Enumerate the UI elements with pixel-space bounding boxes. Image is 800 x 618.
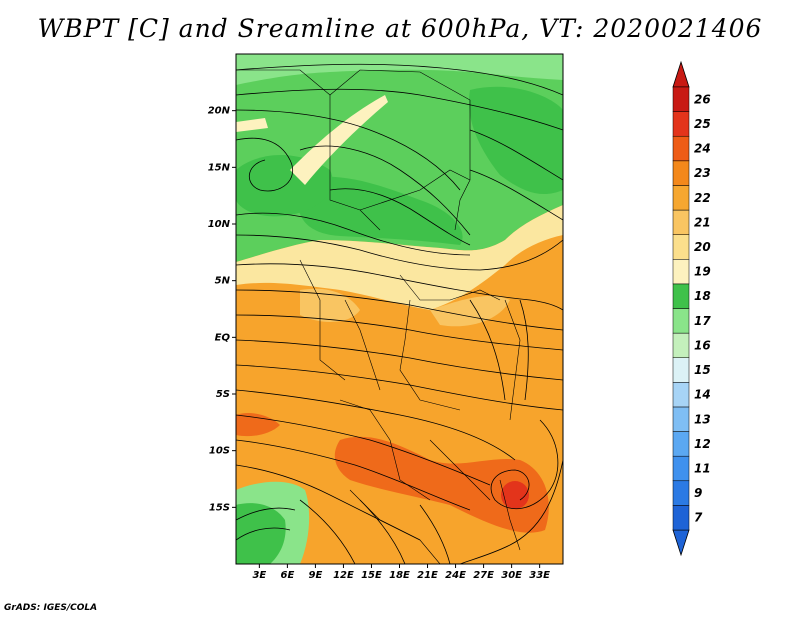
lon-tick-label: 6E: [280, 570, 294, 581]
colorbar-label: 14: [694, 388, 711, 402]
colorbar-label: 12: [694, 437, 711, 451]
lon-tick-label: 27E: [473, 570, 494, 581]
colorbar-segment: [672, 185, 690, 211]
colorbar-label: 21: [694, 215, 711, 229]
grads-credit: GrADS: IGES/COLA: [4, 603, 98, 613]
colorbar-segment: [672, 111, 690, 137]
colorbar-segment: [672, 259, 690, 285]
colorbar-segment: [672, 357, 690, 383]
lat-tick-label: 20N: [208, 106, 231, 117]
light-green-top: [236, 54, 563, 85]
lon-tick-label: 12E: [333, 570, 354, 581]
latitude-axis: 20N 15N 10N 5N EQ 5S 10S 15S: [208, 106, 236, 513]
lat-tick-label: 5S: [216, 389, 230, 400]
lat-tick-label: EQ: [215, 332, 231, 343]
colorbar-over-arrow: [672, 60, 690, 88]
colorbar-segment: [672, 332, 690, 358]
lat-tick-label: 5N: [215, 276, 231, 287]
lat-tick-label: 10S: [209, 446, 230, 457]
sahel-band-zone: [236, 205, 563, 310]
colorbar-segment: [672, 382, 690, 408]
colorbar-label: 11: [694, 461, 711, 475]
colorbar-segment: [672, 283, 690, 309]
colorbar-segment: [672, 431, 690, 457]
streamlines: [236, 63, 563, 564]
light-orange-pocket: [430, 295, 510, 327]
colorbar-segment: [672, 86, 690, 112]
lon-tick-label: 30E: [501, 570, 522, 581]
lat-tick-label: 15N: [208, 162, 231, 173]
colorbar-label: 20: [694, 240, 711, 254]
lon-tick-label: 33E: [529, 570, 550, 581]
lon-tick-label: 18E: [389, 570, 410, 581]
wbpt-field: [236, 54, 563, 564]
light-orange-pocket: [300, 288, 360, 322]
colorbar-label: 23: [694, 166, 711, 180]
colorbar-segment: [672, 160, 690, 186]
lon-tick-label: 21E: [417, 570, 438, 581]
colorbar-label: 24: [694, 142, 711, 156]
cyclone-core: [501, 481, 529, 509]
lon-tick-label: 3E: [252, 570, 266, 581]
southern-hotspot-zone: [236, 413, 280, 437]
longitude-axis: 3E 6E 9E 12E 15E 18E 21E 24E 27E 30E 33E: [252, 564, 550, 581]
colorbar-label: 15: [694, 363, 711, 377]
colorbar-under-arrow: [672, 529, 690, 557]
colorbar-label: 19: [694, 265, 711, 279]
dark-green-patch: [469, 86, 563, 195]
colorbar-label: 17: [694, 314, 711, 328]
dark-green-patch: [297, 176, 463, 245]
colorbar-label: 9: [694, 486, 702, 500]
colorbar-segment: [672, 406, 690, 432]
colorbar: 7 9 11 12 13 14 15 16 17 18 19 20 21 22 23 24 25 26: [672, 60, 711, 557]
lon-tick-label: 9E: [309, 570, 323, 581]
colorbar-segment: [672, 505, 690, 531]
southern-hotspot-zone: [334, 436, 549, 533]
colorbar-segment: [672, 209, 690, 235]
lat-tick-label: 15S: [209, 502, 230, 513]
chart-title: WBPT [C] and Sreamline at 600hPa, VT: 20…: [37, 14, 763, 43]
sahel-streak: [236, 118, 268, 132]
colorbar-segment: [672, 234, 690, 260]
colorbar-label: 26: [694, 92, 711, 106]
colorbar-segment: [672, 308, 690, 334]
colorbar-label: 7: [694, 511, 703, 525]
colorbar-label: 25: [694, 117, 711, 131]
colorbar-label: 18: [694, 289, 711, 303]
lat-tick-label: 10N: [208, 219, 231, 230]
colorbar-segment: [672, 455, 690, 482]
southwest-dark-green: [236, 503, 286, 564]
colorbar-label: 16: [694, 338, 711, 352]
lon-tick-label: 24E: [445, 570, 466, 581]
sahel-streak: [290, 95, 388, 185]
colorbar-label: 22: [694, 191, 711, 205]
colorbar-segment: [672, 135, 690, 162]
colorbar-label: 13: [694, 412, 711, 426]
lon-tick-label: 15E: [361, 570, 382, 581]
country-borders: [236, 69, 521, 564]
colorbar-segment: [672, 480, 690, 506]
